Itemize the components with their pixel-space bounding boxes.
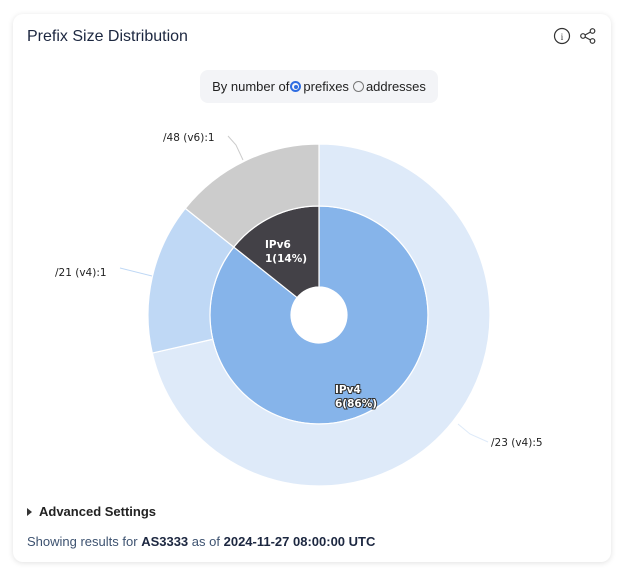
status-line: Showing results for AS3333 as of 2024-11… [27,534,375,549]
chart-label: IPv4 [335,384,361,396]
toggle-label: By number of [212,79,290,94]
slice-23v4[interactable] [151,143,491,487]
info-icon[interactable]: i [553,27,571,45]
advanced-settings-label: Advanced Settings [39,504,157,519]
radio-prefixes[interactable] [290,81,302,92]
advanced-settings-toggle[interactable]: Advanced Settings [27,504,156,519]
radio-addresses-label[interactable]: addresses [365,79,426,94]
radio-prefixes-label[interactable]: prefixes [303,79,349,94]
status-timestamp: 2024-11-27 08:00:00 UTC [223,534,376,549]
status-mid: as of [191,534,220,549]
card-actions: i [553,27,597,45]
chart-label: 6(86%) [335,398,377,410]
chart-label: /23 (v4):5 [491,437,543,449]
card-title: Prefix Size Distribution [27,28,188,45]
slice-48v6[interactable] [184,143,320,248]
chart-label: /21 (v4):1 [55,267,107,279]
status-asn[interactable]: AS3333 [141,534,189,549]
chart-label: /48 (v6):1 [163,132,215,144]
share-icon[interactable] [579,27,597,45]
status-prefix: Showing results for [27,534,138,549]
caret-right-icon [27,508,32,516]
radio-addresses[interactable] [352,81,364,92]
count-mode-toggle: By number of prefixes addresses [200,70,438,103]
chart-label: IPv6 [265,239,291,251]
chart-label: 1(14%) [265,253,307,265]
svg-text:i: i [561,32,564,42]
